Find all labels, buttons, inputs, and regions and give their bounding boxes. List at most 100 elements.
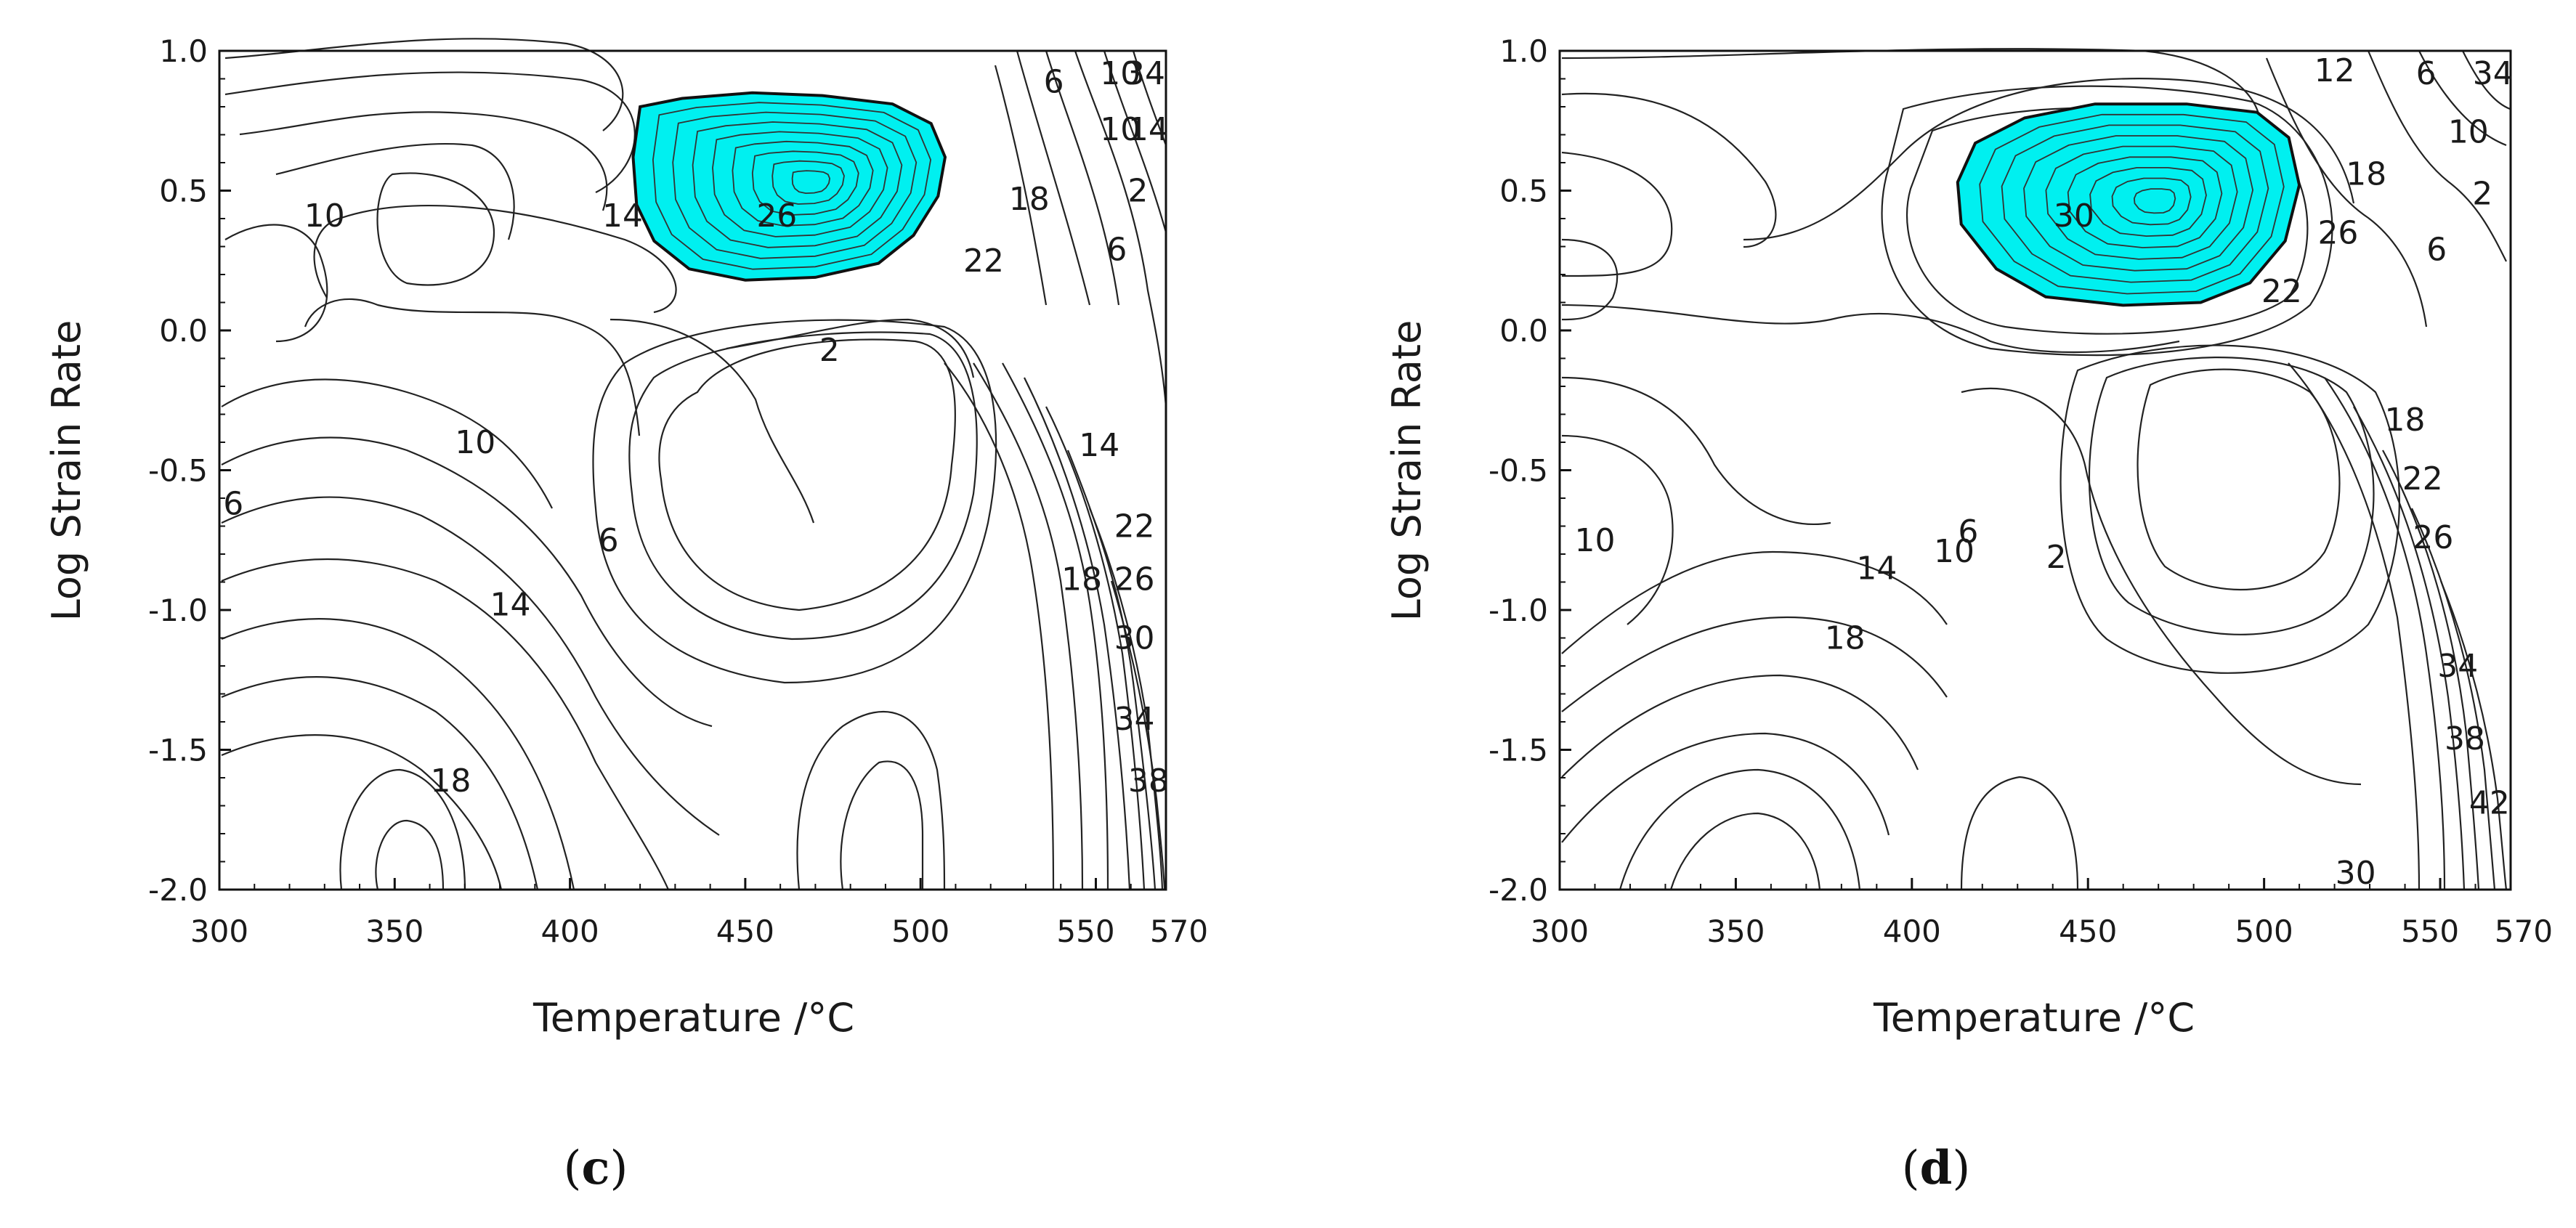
peak-isoline xyxy=(771,160,845,205)
contour-label: 22 xyxy=(1114,508,1155,545)
y-tick-label: -1.0 xyxy=(1489,593,1548,628)
contour-label: 12 xyxy=(2314,52,2355,89)
caption-paren-open: ( xyxy=(1902,1142,1920,1195)
contour-label: 18 xyxy=(2346,155,2386,192)
contour-label: 6 xyxy=(1958,513,1978,550)
y-tick-label: -0.5 xyxy=(1489,453,1548,489)
x-tick-label: 350 xyxy=(1706,914,1765,949)
peak-isoline xyxy=(2045,145,2238,260)
contour-label: 2 xyxy=(1127,173,1148,210)
contour-label: 2 xyxy=(2472,175,2492,212)
contour-label: 18 xyxy=(1061,561,1102,598)
x-tick-label: 400 xyxy=(1883,914,1941,949)
contour-label: 38 xyxy=(2445,720,2485,757)
contour-label: 34 xyxy=(1114,701,1155,738)
contour-label: 10 xyxy=(1100,111,1141,148)
contour-label: 30 xyxy=(2054,198,2094,235)
panel-c-peak-isolines xyxy=(652,102,932,270)
panel-d-peak-region xyxy=(1956,102,2301,307)
panel-d-y-axis-title: Log Strain Rate xyxy=(1384,320,1430,622)
peak-isoline xyxy=(2089,167,2207,237)
y-tick-label: 1.0 xyxy=(1499,33,1548,69)
peak-isoline xyxy=(692,121,903,248)
contour-label: 2 xyxy=(819,332,840,369)
peak-isoline xyxy=(2111,177,2192,226)
peak-isoline xyxy=(2001,124,2269,283)
panel-c-caption-text: (c) xyxy=(564,1141,628,1195)
panel-c-x-tick-labels: 300 350 400 450 500 550 570 xyxy=(190,914,1208,949)
contour-label: 10 xyxy=(1100,55,1141,92)
panel-c-y-tick-labels: 1.0 0.5 0.0 -0.5 -1.0 -1.5 -2.0 xyxy=(148,33,208,908)
y-tick-label: -2.0 xyxy=(1489,872,1548,908)
panel-d-peak-isolines xyxy=(1979,113,2285,295)
contour-label: 14 xyxy=(1856,550,1897,587)
contour-label: 6 xyxy=(2416,55,2437,92)
contour-label: 2 xyxy=(2046,539,2067,576)
contour-label: 18 xyxy=(1009,181,1050,218)
peak-isoline xyxy=(732,140,874,227)
panel-c-caption: (c) xyxy=(564,1141,628,1195)
caption-paren-close: ) xyxy=(1952,1142,1970,1195)
contour-label: 26 xyxy=(2317,214,2358,251)
contour-label: 34 xyxy=(2473,55,2514,92)
x-tick-label: 550 xyxy=(1056,914,1114,949)
y-tick-label: -0.5 xyxy=(148,453,208,489)
panel-c-chart: 300 350 400 450 500 550 570 1.0 0.5 0.0 -0.5 -1.0 -… xyxy=(44,33,1208,1195)
y-tick-label: 0.5 xyxy=(159,174,208,209)
contour-label: 6 xyxy=(223,486,243,523)
panel-d-axis-ticks xyxy=(1558,49,2512,891)
y-tick-label: -1.5 xyxy=(1489,733,1548,768)
contour-label: 14 xyxy=(490,586,531,623)
peak-isoline xyxy=(2067,156,2223,248)
panel-d-contour-lines xyxy=(1561,48,2511,890)
y-tick-label: 0.5 xyxy=(1499,174,1548,209)
contour-label: 18 xyxy=(1825,620,1866,657)
x-tick-label: 300 xyxy=(1531,914,1589,949)
panel-d-y-tick-labels: 1.0 0.5 0.0 -0.5 -1.0 -1.5 -2.0 xyxy=(1489,33,1548,908)
contour-label: 14 xyxy=(602,198,643,235)
panel-c-peak-region xyxy=(631,91,947,282)
contour-label: 26 xyxy=(756,198,797,235)
peak-isoline xyxy=(791,170,831,195)
x-tick-label: 550 xyxy=(2401,914,2459,949)
contour-label: 18 xyxy=(431,763,471,800)
x-tick-label: 570 xyxy=(2495,914,2553,949)
caption-letter: c xyxy=(582,1141,610,1195)
contour-label: 6 xyxy=(1044,63,1064,100)
peak-isoline xyxy=(652,102,932,270)
peak-isoline xyxy=(712,131,888,237)
contour-label: 22 xyxy=(2402,460,2443,497)
panel-d-x-tick-labels: 300 350 400 450 500 550 570 xyxy=(1531,914,2553,949)
panel-d-caption-text: (d) xyxy=(1902,1141,1971,1195)
y-tick-label: -2.0 xyxy=(148,872,208,908)
peak-isoline xyxy=(751,150,859,216)
contour-label: 10 xyxy=(455,424,495,461)
contour-label: 26 xyxy=(1114,561,1155,598)
x-tick-label: 500 xyxy=(891,914,949,949)
x-tick-label: 300 xyxy=(190,914,248,949)
contour-label: 30 xyxy=(1114,620,1155,657)
panel-c-axis-ticks xyxy=(218,49,1167,891)
panel-d-chart: 300 350 400 450 500 550 570 1.0 0.5 0.0 -0.5 -1.0 -… xyxy=(1384,33,2553,1195)
x-tick-label: 500 xyxy=(2235,914,2293,949)
caption-paren-close: ) xyxy=(609,1142,628,1195)
contour-label: 34 xyxy=(1125,55,1165,92)
panel-d-x-axis-title: Temperature /°C xyxy=(1873,995,2195,1041)
x-tick-label: 570 xyxy=(1150,914,1208,949)
contour-label: 10 xyxy=(1574,522,1615,559)
contour-label: 42 xyxy=(2469,785,2510,822)
panel-c-contour-lines xyxy=(221,38,1167,890)
contour-label: 14 xyxy=(1128,111,1169,148)
contour-label: 10 xyxy=(1934,533,1974,570)
contour-label: 38 xyxy=(1128,763,1169,800)
panel-d-caption: (d) xyxy=(1902,1141,1971,1195)
y-tick-label: -1.5 xyxy=(148,733,208,768)
y-tick-label: 0.0 xyxy=(1499,313,1548,349)
peak-isoline xyxy=(2133,188,2176,214)
peak-isoline xyxy=(2023,135,2254,272)
contour-label: 18 xyxy=(2385,402,2426,439)
y-tick-label: 1.0 xyxy=(159,33,208,69)
x-tick-label: 400 xyxy=(541,914,599,949)
